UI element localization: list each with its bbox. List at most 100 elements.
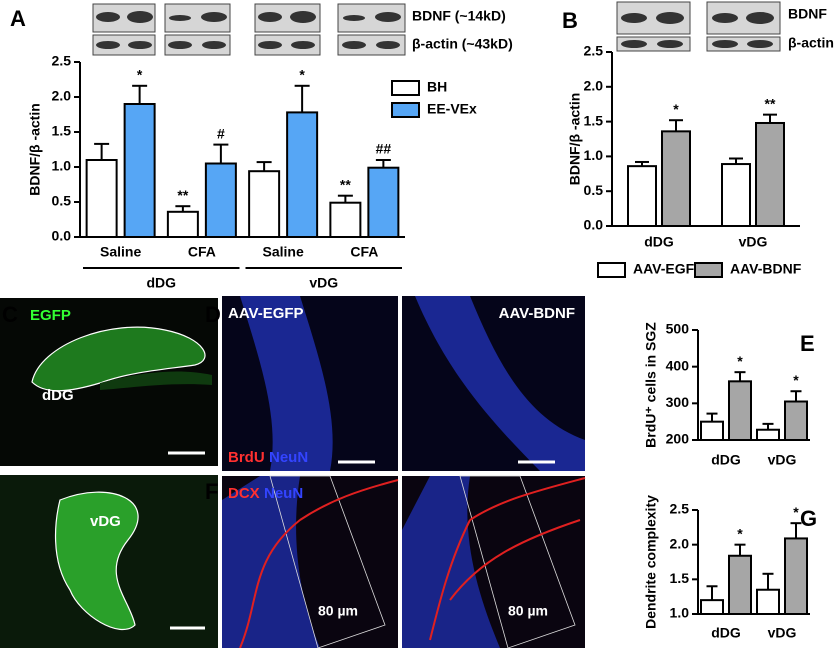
- y-tick-label: 1.0: [584, 147, 604, 163]
- significance-label: *: [137, 67, 143, 83]
- region-label: vDG: [90, 513, 121, 530]
- significance-label: *: [737, 353, 743, 369]
- panel-letter: A: [10, 6, 26, 31]
- bar: [721, 163, 751, 227]
- y-tick-label: 0.5: [584, 182, 604, 198]
- bar: [784, 400, 808, 441]
- channel-label: BrdU: [228, 449, 265, 466]
- x-tick-label: dDG: [711, 625, 741, 641]
- significance-label: #: [217, 125, 225, 141]
- y-tick-label: 2.5: [52, 53, 72, 69]
- x-tick-label: Saline: [263, 244, 304, 260]
- y-tick-label: 2.5: [584, 43, 604, 59]
- blot: [337, 34, 406, 56]
- significance-label: **: [177, 187, 188, 203]
- x-tick-label: CFA: [350, 244, 378, 260]
- legend-label: AAV-EGFP: [633, 261, 704, 277]
- scale-label: 80 µm: [318, 603, 358, 619]
- bar: [123, 103, 156, 238]
- sampling-box: [459, 475, 576, 648]
- scale-label: 80 µm: [508, 603, 548, 619]
- significance-label: **: [340, 176, 351, 192]
- significance-label: *: [793, 372, 799, 388]
- significance-label: *: [793, 504, 799, 520]
- bar: [728, 554, 752, 616]
- cell-layer: [415, 296, 585, 471]
- dendrite: [239, 479, 399, 648]
- bar: [700, 599, 724, 616]
- significance-label: *: [299, 67, 305, 83]
- bar: [166, 210, 199, 239]
- y-tick-label: 0.0: [52, 228, 72, 244]
- significance-label: **: [765, 95, 776, 111]
- channel-label: NeuN: [269, 449, 308, 466]
- bar: [85, 159, 118, 238]
- bar: [286, 111, 319, 238]
- condition-label: AAV-BDNF: [499, 305, 575, 322]
- cell-layer: [222, 476, 320, 648]
- blot-label: β-actin (~43kD): [412, 36, 513, 52]
- significance-label: *: [673, 101, 679, 117]
- bar: [700, 420, 724, 441]
- panel-f: F DCX NeuN 80 µm 80 µm: [205, 475, 586, 648]
- blots-a: BDNF (~14kD) β-actin (~43kD): [92, 3, 513, 56]
- channel-label: NeuN: [264, 485, 303, 502]
- y-tick-label: 400: [666, 357, 690, 373]
- bar: [627, 165, 657, 227]
- panel-letter: E: [800, 331, 815, 356]
- blot-label: BDNF: [788, 6, 827, 22]
- legend-label: EE-VEx: [427, 101, 477, 117]
- y-tick-label: 2.0: [670, 535, 690, 551]
- blots-b: BDNF β-actin: [616, 1, 834, 52]
- y-axis-label: BDNF/β -actin: [27, 103, 43, 196]
- significance-label: ##: [376, 141, 392, 157]
- legend-swatch: [391, 102, 420, 118]
- legend-label: BH: [427, 79, 447, 95]
- bar: [728, 380, 752, 442]
- tissue: [100, 371, 212, 390]
- channel-label: DCX: [228, 485, 260, 502]
- dentate-outline: [55, 491, 139, 631]
- y-axis-label: Dendrite complexity: [643, 495, 659, 629]
- bar: [204, 162, 237, 238]
- bar: [329, 201, 362, 238]
- cell-layer: [240, 296, 333, 471]
- panel-c: C EGFP dDG vDG: [0, 298, 218, 648]
- legend-swatch: [391, 80, 420, 96]
- blot: [254, 34, 321, 56]
- condition-label: AAV-EGFP: [228, 305, 304, 322]
- y-tick-label: 0.5: [52, 193, 72, 209]
- blot: [164, 34, 231, 56]
- x-tick-label: vDG: [768, 452, 797, 468]
- legend-swatch: [694, 262, 723, 278]
- y-tick-label: 1.0: [52, 158, 72, 174]
- significance-label: *: [737, 525, 743, 541]
- legend-swatch: [597, 262, 626, 278]
- y-tick-label: 2.0: [52, 88, 72, 104]
- group-label: vDG: [309, 275, 338, 291]
- panel-letter: F: [205, 479, 218, 504]
- cell-layer: [402, 476, 500, 648]
- bar: [784, 537, 808, 616]
- group-label: dDG: [146, 275, 176, 291]
- x-tick-label: vDG: [739, 234, 768, 250]
- y-tick-label: 1.5: [52, 123, 72, 139]
- panel-d: D AAV-EGFP AAV-BDNF BrdU NeuN: [205, 296, 585, 471]
- panel-letter: D: [205, 302, 221, 327]
- bar: [756, 428, 780, 442]
- x-tick-label: dDG: [711, 452, 741, 468]
- sampling-box: [269, 475, 386, 648]
- bands: [96, 11, 401, 49]
- y-tick-label: 2.0: [584, 78, 604, 94]
- channel-label: EGFP: [30, 307, 71, 324]
- x-tick-label: CFA: [188, 244, 216, 260]
- region-label: dDG: [42, 387, 74, 404]
- panel-letter: C: [2, 302, 18, 327]
- y-tick-label: 2.5: [670, 501, 690, 517]
- dendrite: [429, 477, 586, 641]
- y-axis-label: BDNF/β -actin: [567, 93, 583, 186]
- panel-letter: G: [800, 506, 817, 531]
- y-tick-label: 500: [666, 321, 690, 337]
